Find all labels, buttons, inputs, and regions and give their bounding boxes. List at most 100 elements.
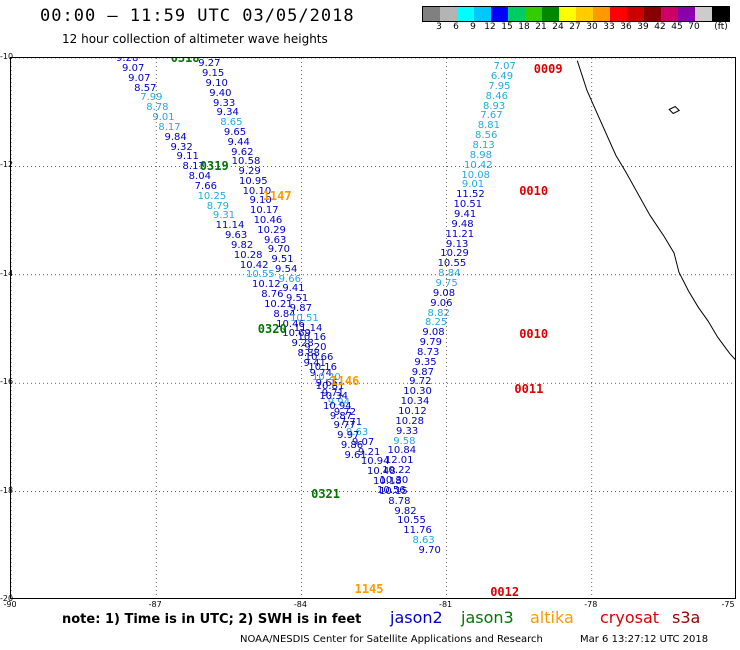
wave-height-observation: 9.65: [223, 126, 247, 138]
wave-height-observation: 10.21: [264, 298, 293, 310]
wave-height-observation: 8.79: [206, 200, 230, 212]
wave-height-observation: 9.65: [315, 377, 338, 389]
wave-height-observation: 8.17: [182, 161, 205, 173]
wave-height-observation: 10.34: [400, 396, 430, 408]
colorbar-swatch: [695, 7, 712, 21]
colorbar-label: 39: [637, 22, 649, 32]
wave-height-observation: 9.94: [327, 397, 351, 409]
wave-height-observation: 9.72: [409, 376, 432, 388]
longitude-tick-label: -78: [584, 600, 598, 609]
wave-height-observation: 10.51: [453, 199, 483, 211]
wave-height-observation: 9.54: [275, 263, 298, 275]
legend-jason3: jason3: [461, 608, 514, 627]
wave-height-observation: 8.98: [469, 149, 493, 161]
wave-height-observation: 9.20: [304, 342, 327, 354]
wave-height-observation: 10.46: [253, 214, 283, 226]
wave-height-observation: 10.20: [312, 371, 341, 383]
wave-height-observation: 9.72: [333, 407, 357, 419]
wave-height-observation: 10.15: [379, 485, 408, 497]
wave-height-observation: 9.08: [432, 287, 456, 299]
wave-height-observation: 7.07: [493, 61, 516, 73]
wave-height-observation: 9.11: [176, 151, 199, 163]
wave-height-observation: 10.34: [319, 391, 349, 402]
wave-height-observation: 9.21: [358, 446, 381, 458]
wave-height-observation: 9.82: [394, 505, 417, 517]
wave-height-observation: 10.55: [437, 258, 467, 270]
wave-height-observation: 10.16: [308, 361, 338, 373]
wave-height-observation: 7.66: [194, 180, 217, 192]
legend-cryosat: cryosat: [600, 608, 660, 627]
longitude-tick-label: -81: [439, 600, 453, 609]
map-subtitle: 12 hour collection of altimeter wave hei…: [62, 32, 328, 46]
map-panel[interactable]: 9.28 9.07 9.07 8.57 7.99 8.78 9.01 8.17 9.84 9.32…: [10, 57, 736, 599]
colorbar-swatch: [542, 7, 559, 21]
wave-height-observation: 8.57: [134, 82, 157, 94]
wave-height-observation: 10.17: [249, 205, 279, 217]
wave-height-observation: 10.30: [403, 386, 432, 398]
wave-height-observation: 8.76: [261, 289, 284, 301]
colorbar-label: 70: [688, 22, 700, 32]
wave-height-observation: 9.61: [344, 449, 367, 461]
wave-height-observation: 10.10: [242, 185, 272, 197]
footnote: note: 1) Time is in UTC; 2) SWH is in fe…: [62, 612, 362, 627]
colorbar-swatch: [474, 7, 491, 21]
wave-height-observation: 10.18: [372, 476, 402, 487]
wave-height-observation: 9.41: [453, 208, 477, 220]
wave-height-observation: 9.07: [122, 62, 145, 74]
colorbar-swatch: [593, 7, 610, 21]
wave-height-observation: 10.30: [379, 475, 409, 486]
colorbar-swatch: [440, 7, 457, 21]
colorbar-label: 9: [470, 22, 476, 32]
colorbar-swatch: [576, 7, 593, 21]
wave-height-observation: 9.86: [340, 440, 364, 451]
wave-height-observation: 10.58: [231, 156, 261, 168]
wave-height-observation: 9.28: [116, 57, 139, 64]
wave-height-observation: 9.15: [201, 68, 225, 80]
wave-height-observation: 7.95: [488, 80, 511, 92]
wave-height-observation: 10.66: [304, 351, 334, 363]
colorbar-swatch: [508, 7, 525, 21]
wave-height-observation: 8.81: [477, 120, 501, 132]
pass-time-label: 0319: [199, 159, 229, 174]
wave-height-observation: 10.25: [197, 190, 227, 202]
pass-time-label: 0010: [519, 327, 549, 342]
coastline: [576, 60, 735, 361]
wave-height-observation: 10.46: [276, 318, 305, 330]
wave-height-observation: 7.99: [140, 92, 163, 104]
wave-height-observation: 9.28: [291, 338, 314, 350]
wave-height-observation: 10.28: [233, 249, 263, 261]
wave-height-observation: 11.52: [456, 189, 485, 201]
wave-height-observation: 8.56: [475, 130, 498, 142]
wave-height-observation: 8.88: [297, 348, 320, 360]
colorbar-swatch: [610, 7, 627, 21]
wave-height-observation: 9.82: [230, 239, 254, 251]
pass-time-label: 0320: [257, 322, 287, 336]
wave-height-observation: 9.77: [333, 420, 356, 432]
colorbar-swatch: [661, 7, 678, 21]
colorbar-swatch: [627, 7, 644, 21]
pass-time-label: 0009: [533, 61, 563, 76]
wave-height-observation: 9.13: [446, 238, 469, 250]
wave-height-observation: 10.28: [395, 415, 425, 427]
longitude-tick-label: -90: [3, 600, 17, 609]
wave-height-observation: 9.62: [231, 146, 254, 158]
wave-height-observation: 8.78: [146, 102, 169, 114]
wave-height-observation: 9.29: [238, 166, 261, 177]
wave-height-observation: 9.63: [224, 230, 248, 242]
wave-height-observation: 10.42: [239, 259, 269, 271]
wave-height-observation: 10.95: [238, 175, 268, 187]
wave-height-observation: 9.40: [209, 87, 232, 99]
colorbar-swatch: [712, 7, 729, 21]
wave-height-observation: 10.42: [463, 159, 493, 171]
colorbar-label: (ft): [714, 22, 728, 32]
wave-height-observation: 9.01: [461, 179, 485, 191]
wave-height-observation: 7.71: [339, 417, 363, 428]
pass-time-label: 1147: [262, 189, 292, 204]
wave-height-observation: 10.56: [376, 484, 406, 496]
colorbar-swatch: [423, 7, 440, 21]
legend-jason2: jason2: [390, 608, 443, 627]
wave-height-observation: 10.12: [398, 406, 427, 417]
wave-height-observation: 11.14: [293, 322, 323, 334]
wave-height-observation: 8.65: [220, 117, 243, 129]
wave-height-observation: 9.10: [205, 78, 228, 89]
